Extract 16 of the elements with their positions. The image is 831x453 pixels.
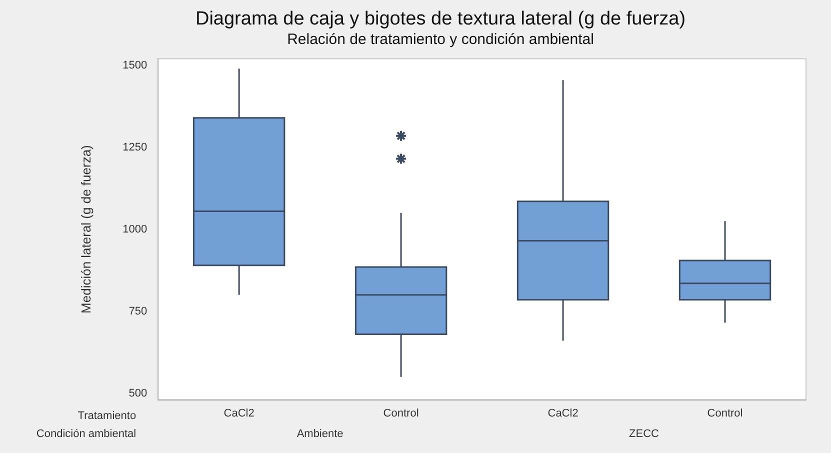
text: Ambiente [296,428,344,440]
y-tick-label: 1000 [122,223,148,236]
text: Condición ambiental [36,428,136,440]
text: Tratamiento [78,410,136,422]
text: ZECC [629,428,660,440]
y-tick-label: 500 [128,387,148,400]
x-tick-label: Control [707,407,743,420]
chart-title: Diagrama de caja y bigotes de textura lateral (g de fuerza) [195,8,686,30]
x-tick-label: Control [383,407,419,420]
x-tick-label: CaCl2 [548,407,578,420]
x-tick-label: CaCl2 [224,407,254,420]
chart-subtitle: Relación de tratamiento y condición ambiental [287,30,594,48]
y-tick-label: 750 [128,305,148,318]
y-tick-label: 1500 [122,59,148,72]
y-tick-label: 1250 [122,141,148,154]
y-axis-title: Medición lateral (g de fuerza) [78,145,94,314]
